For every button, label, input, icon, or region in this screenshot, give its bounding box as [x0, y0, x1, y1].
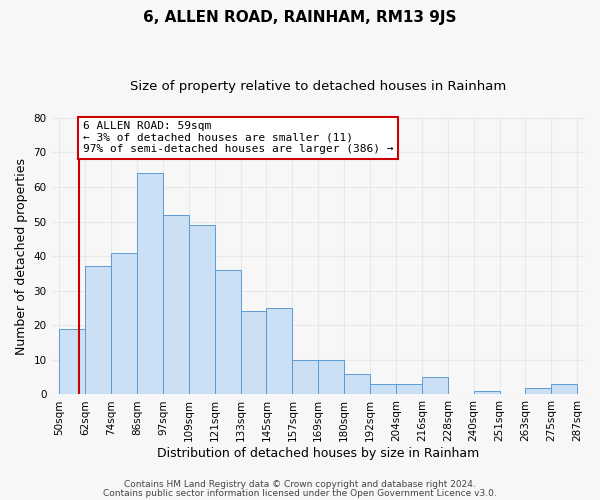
Bar [292, 360, 318, 394]
Text: Contains HM Land Registry data © Crown copyright and database right 2024.: Contains HM Land Registry data © Crown c… [124, 480, 476, 489]
Bar [59, 328, 85, 394]
Bar [551, 384, 577, 394]
Bar [526, 388, 551, 394]
Bar [422, 377, 448, 394]
Bar [241, 312, 266, 394]
Bar [111, 252, 137, 394]
Bar [370, 384, 396, 394]
Text: 6 ALLEN ROAD: 59sqm
← 3% of detached houses are smaller (11)
97% of semi-detache: 6 ALLEN ROAD: 59sqm ← 3% of detached hou… [83, 121, 393, 154]
Bar [396, 384, 422, 394]
Text: 6, ALLEN ROAD, RAINHAM, RM13 9JS: 6, ALLEN ROAD, RAINHAM, RM13 9JS [143, 10, 457, 25]
Bar [318, 360, 344, 394]
Bar [344, 374, 370, 394]
Y-axis label: Number of detached properties: Number of detached properties [15, 158, 28, 354]
Bar [85, 266, 111, 394]
Bar [189, 225, 215, 394]
Bar [137, 173, 163, 394]
Bar [266, 308, 292, 394]
Bar [473, 391, 500, 394]
Bar [163, 214, 189, 394]
Text: Contains public sector information licensed under the Open Government Licence v3: Contains public sector information licen… [103, 488, 497, 498]
Title: Size of property relative to detached houses in Rainham: Size of property relative to detached ho… [130, 80, 506, 93]
X-axis label: Distribution of detached houses by size in Rainham: Distribution of detached houses by size … [157, 447, 479, 460]
Bar [215, 270, 241, 394]
